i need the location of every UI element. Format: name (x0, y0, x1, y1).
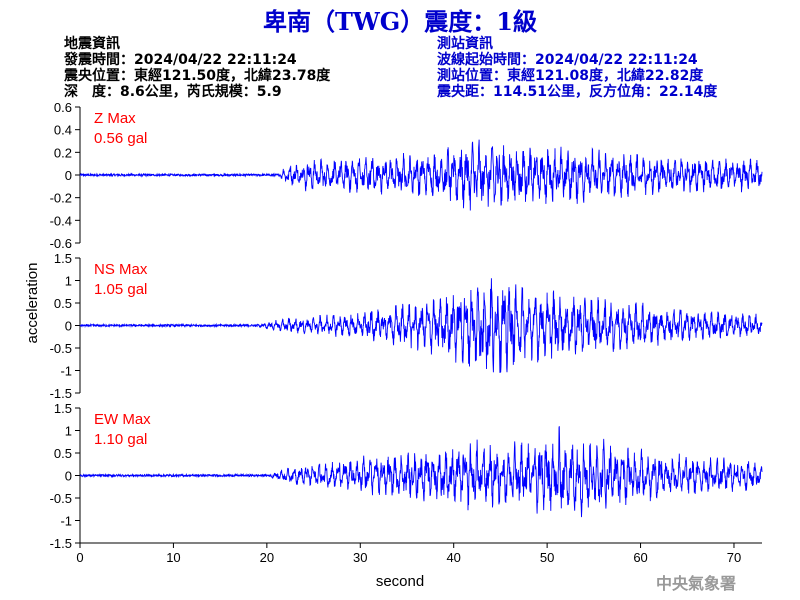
y-tick-label-z: 0.2 (54, 145, 72, 160)
x-tick-label: 20 (260, 550, 274, 565)
y-tick-label-ew: -1.5 (50, 536, 72, 551)
earthquake-time: 發震時間：2024/04/22 22:11:24 (64, 52, 297, 68)
station-distance: 震央距：114.51公里，反方位角：22.14度 (437, 84, 718, 100)
y-tick-label-z: -0.6 (50, 236, 72, 251)
station-location: 測站位置：東經121.08度，北緯22.82度 (437, 68, 704, 84)
earthquake-epicenter: 震央位置：東經121.50度，北緯23.78度 (64, 68, 331, 84)
y-tick-label-z: 0 (65, 168, 72, 183)
y-tick-label-ns: -1 (60, 364, 72, 379)
y-tick-label-z: 0.4 (54, 123, 72, 138)
station-heading: 測站資訊 (437, 36, 493, 52)
trace-ew (79, 426, 763, 518)
y-tick-label-ns: 0 (65, 319, 72, 334)
y-tick-label-ns: -0.5 (50, 341, 72, 356)
earthquake-info: 地震資訊 發震時間：2024/04/22 22:11:24 震央位置：東經121… (64, 36, 330, 100)
x-tick-label: 30 (353, 550, 367, 565)
y-tick-label-ew: 1.5 (54, 401, 72, 416)
y-tick-label-z: -0.4 (50, 213, 72, 228)
series-label-ns: NS Max (94, 261, 148, 278)
y-tick-label-ns: -1.5 (50, 386, 72, 401)
x-tick-label: 0 (76, 550, 83, 565)
station-info: 測站資訊 波線起始時間：2024/04/22 22:11:24 測站位置：東經1… (437, 36, 717, 100)
station-wave-start: 波線起始時間：2024/04/22 22:11:24 (437, 52, 698, 68)
y-tick-label-ns: 0.5 (54, 296, 72, 311)
x-tick-label: 60 (633, 550, 647, 565)
y-tick-label-z: -0.2 (50, 191, 72, 206)
agency-watermark: 中央氣象署 (656, 574, 737, 593)
panel-z: 0.6 0.4 0.2 0 -0.2 -0.4 -0.6 Z Max 0.56 gal (50, 100, 763, 251)
page-title: 卑南（TWG）震度：1級 (262, 7, 537, 36)
trace-z (79, 139, 763, 211)
y-tick-label-ns: 1.5 (54, 251, 72, 266)
x-axis-label: second (376, 573, 424, 590)
y-tick-label-ns: 1 (65, 274, 72, 289)
panel-ns: 1.5 1 0.5 0 -0.5 -1 -1.5 NS Max 1.05 gal (50, 251, 763, 401)
y-tick-label-ew: 1 (65, 424, 72, 439)
series-label-ew: EW Max (94, 411, 151, 428)
earthquake-depth-magnitude: 深 度：8.6公里，芮氏規模：5.9 (64, 84, 282, 100)
y-tick-label-ew: 0 (65, 469, 72, 484)
y-tick-label-ew: -0.5 (50, 491, 72, 506)
x-tick-label: 50 (540, 550, 554, 565)
y-axis-label: acceleration (24, 263, 41, 344)
series-max-ew: 1.10 gal (94, 431, 147, 448)
x-tick-label: 40 (446, 550, 460, 565)
y-tick-label-z: 0.6 (54, 100, 72, 115)
panel-ew: 1.5 1 0.5 0 -0.5 -1 -1.5 EW Max 1.10 gal (50, 401, 763, 551)
series-label-z: Z Max (94, 110, 136, 127)
trace-ns (79, 278, 763, 373)
x-tick-label: 10 (166, 550, 180, 565)
y-tick-label-ew: 0.5 (54, 446, 72, 461)
x-tick-label: 70 (727, 550, 741, 565)
series-max-ns: 1.05 gal (94, 281, 147, 298)
series-max-z: 0.56 gal (94, 130, 147, 147)
earthquake-heading: 地震資訊 (64, 36, 120, 52)
y-tick-label-ew: -1 (60, 514, 72, 529)
